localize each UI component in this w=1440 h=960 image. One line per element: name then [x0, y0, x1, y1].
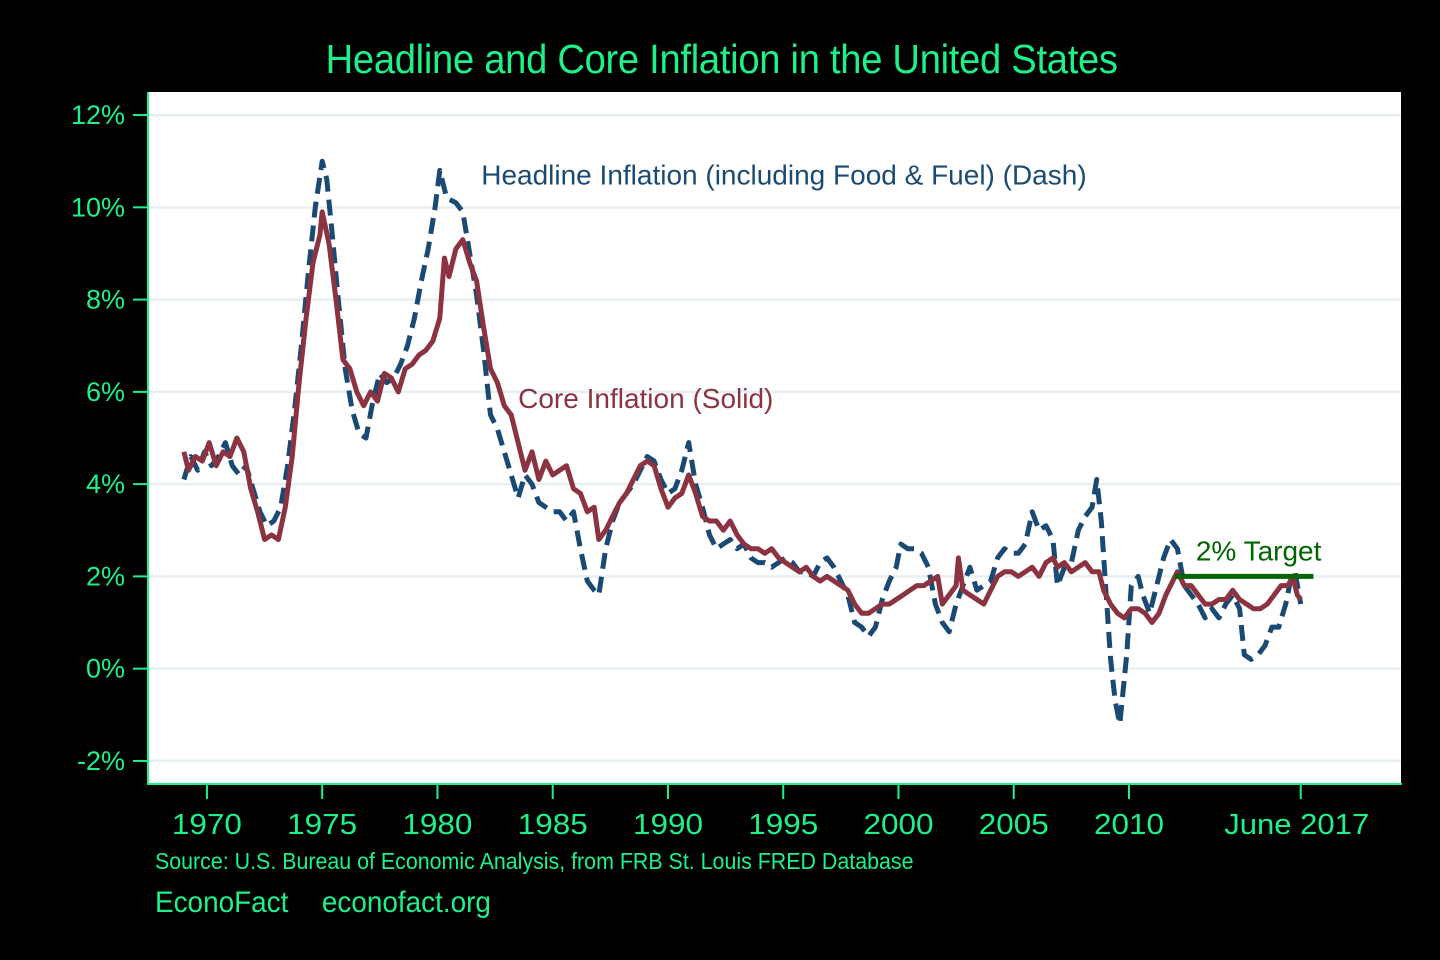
- source-note: Source: U.S. Bureau of Economic Analysis…: [155, 848, 914, 874]
- x-tick-label: 2010: [1094, 809, 1164, 841]
- y-tick-label: 10%: [71, 192, 125, 222]
- brand-name: EconoFact: [155, 886, 289, 919]
- x-tick-label: 1985: [518, 809, 588, 841]
- headline-series-line: [181, 158, 1304, 727]
- x-tick-label: June 2017: [1224, 809, 1369, 841]
- y-tick-label: 12%: [71, 100, 125, 130]
- core-label: Core Inflation (Solid): [518, 383, 773, 414]
- x-tick-label: 1980: [402, 809, 472, 841]
- y-tick-label: 4%: [86, 469, 125, 499]
- x-tick-label: 2005: [979, 809, 1049, 841]
- y-tick-label: 6%: [86, 377, 125, 407]
- brand-line: EconoFact econofact.org: [155, 886, 524, 920]
- series-group: [181, 158, 1304, 727]
- chart-title: Headline and Core Inflation in the Unite…: [325, 36, 1118, 82]
- annotations: Headline Inflation (including Food & Fue…: [481, 159, 1321, 566]
- x-tick-label: 1975: [287, 809, 357, 841]
- x-tick-label: 2000: [863, 809, 933, 841]
- y-tick-label: 8%: [86, 285, 125, 315]
- y-tick-label: 2%: [86, 561, 125, 591]
- y-tick-label: 0%: [86, 654, 125, 684]
- headline-label: Headline Inflation (including Food & Fue…: [481, 159, 1086, 190]
- core-series-line: [181, 209, 1303, 625]
- x-ticks: 1970 1975 1980 1985 1990 1995 2000 2005 2010 June…: [172, 785, 1369, 841]
- y-tick-label: -2%: [77, 746, 125, 776]
- brand-url: econofact.org: [321, 886, 491, 919]
- x-tick-label: 1995: [748, 809, 818, 841]
- x-tick-label: 1990: [633, 809, 703, 841]
- y-ticks: 12% 10% 8% 6% 4% 2% 0% -2%: [71, 100, 148, 776]
- x-tick-label: 1970: [172, 809, 242, 841]
- target-label: 2% Target: [1196, 535, 1322, 566]
- plot-area: [147, 92, 1401, 784]
